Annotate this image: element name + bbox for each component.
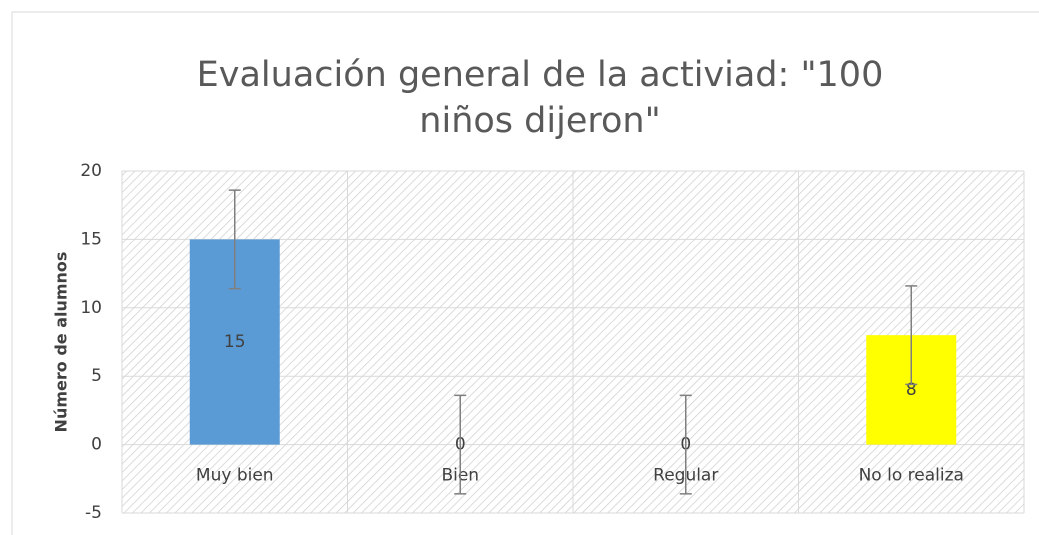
x-tick-label: Muy bien xyxy=(196,466,274,486)
y-axis-label: Número de alumnos xyxy=(52,252,71,433)
y-tick-label: 15 xyxy=(80,229,102,249)
y-tick-label: -5 xyxy=(85,503,102,523)
x-tick-label: No lo realiza xyxy=(859,466,964,486)
data-label: 8 xyxy=(906,380,917,400)
y-tick-label: 10 xyxy=(80,298,102,318)
y-tick-label: 5 xyxy=(91,366,102,386)
chart-title: Evaluación general de la activiad: "100 … xyxy=(196,55,884,141)
data-label: 15 xyxy=(224,332,246,352)
y-tick-label: 0 xyxy=(91,435,102,455)
y-tick-label: 20 xyxy=(80,161,102,181)
